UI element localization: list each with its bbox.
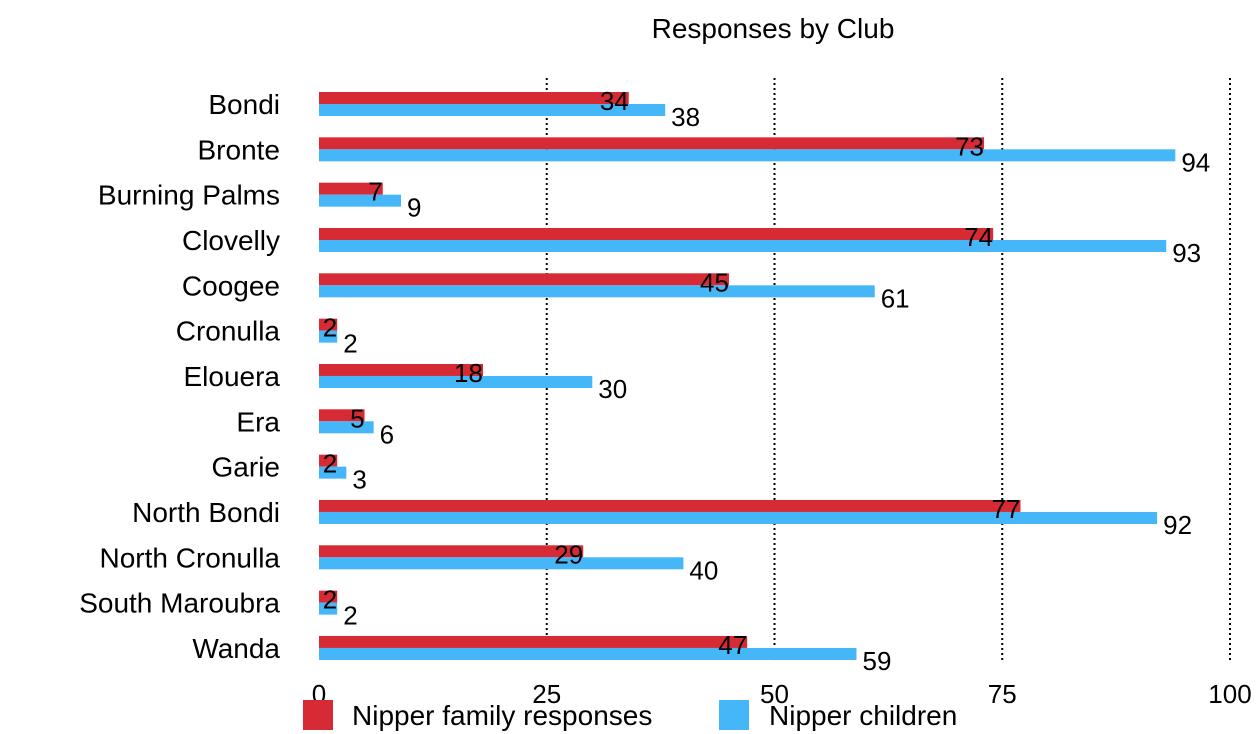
data-label-family-elouera: 18 [454,358,483,388]
data-label-children-bronte: 94 [1181,147,1210,177]
data-label-children-elouera: 30 [598,374,627,404]
x-tick-labels: 0 25 50 75 100 [312,679,1252,709]
data-label-family-clovelly: 74 [964,222,993,252]
category-label-wanda: Wanda [192,633,280,664]
data-label-family-north-bondi: 77 [992,494,1021,524]
category-label-elouera: Elouera [183,361,280,392]
bar-children-north-cronulla [319,557,684,570]
data-label-family-cronulla: 2 [323,313,337,343]
bar-family-north-cronulla [319,545,584,558]
bar-family-south-maroubra [319,590,338,603]
bar-children-bondi [319,104,666,116]
x-tick-label-25: 25 [532,679,561,709]
bar-children-bronte [319,149,1176,162]
data-label-children-era: 6 [380,419,394,449]
bar-children-wanda [319,647,857,660]
category-label-south-maroubra: South Maroubra [79,588,280,619]
data-labels: 3438739479749345612218305623779229402247… [323,86,1211,676]
data-label-children-clovelly: 93 [1172,238,1201,268]
category-label-cronulla: Cronulla [176,316,281,347]
category-label-burning-palms: Burning Palms [98,180,280,211]
bar-family-burning-palms [319,182,383,195]
category-label-garie: Garie [212,452,280,483]
bar-family-era [319,409,365,422]
bar-children-garie [319,466,347,479]
legend: Nipper family responses Nipper children [303,700,957,731]
data-label-family-wanda: 47 [718,630,747,660]
legend-label-children: Nipper children [769,700,957,731]
data-label-family-coogee: 45 [700,267,729,297]
data-label-family-bronte: 73 [955,131,984,161]
bar-family-elouera [319,363,483,376]
category-label-coogee: Coogee [182,270,280,301]
data-label-children-cronulla: 2 [343,329,357,359]
x-tick-label-75: 75 [988,679,1017,709]
data-label-children-north-cronulla: 40 [689,555,718,585]
bar-children-era [319,421,374,434]
bar-children-clovelly [319,239,1167,252]
bar-children-cronulla [319,330,338,343]
data-label-family-bondi: 34 [600,86,629,116]
gridlines [545,78,1231,662]
bar-family-north-bondi [319,499,1021,512]
category-label-clovelly: Clovelly [182,225,280,256]
bar-family-wanda [319,635,748,648]
data-label-family-burning-palms: 7 [368,177,382,207]
data-label-children-burning-palms: 9 [407,193,421,223]
data-label-children-garie: 3 [352,465,366,495]
legend-swatch-family [303,700,333,730]
chart-title: Responses by Club [652,13,895,44]
x-tick-label-50: 50 [760,679,789,709]
bar-family-cronulla [319,318,338,331]
legend-swatch-children [719,700,749,730]
bar-children-elouera [319,375,593,388]
data-label-family-south-maroubra: 2 [323,585,337,615]
data-label-children-wanda: 59 [862,646,891,676]
bar-children-north-bondi [319,511,1158,524]
category-label-era: Era [236,406,280,437]
bar-family-bondi [319,92,629,104]
data-label-children-bondi: 38 [671,102,700,132]
bar-family-garie [319,454,338,467]
bar-family-coogee [319,273,729,286]
bar-children-south-maroubra [319,602,338,615]
category-label-north-bondi: North Bondi [132,497,280,528]
category-label-bondi: Bondi [208,89,280,120]
data-label-family-era: 5 [350,403,364,433]
data-label-family-north-cronulla: 29 [554,539,583,569]
category-label-bronte: Bronte [198,134,281,165]
category-labels: Bondi Bronte Burning Palms Clovelly Coogee Cr… [79,89,280,664]
bar-children-burning-palms [319,194,401,207]
x-tick-label-100: 100 [1208,679,1251,709]
category-label-north-cronulla: North Cronulla [99,542,280,573]
bar-family-bronte [319,137,985,150]
data-label-children-north-bondi: 92 [1163,510,1192,540]
bar-family-clovelly [319,227,994,240]
bars [319,92,1176,660]
legend-label-family: Nipper family responses [352,700,652,731]
data-label-family-garie: 2 [323,449,337,479]
bar-children-coogee [319,285,875,298]
data-label-children-south-maroubra: 2 [343,601,357,631]
data-label-children-coogee: 61 [881,283,910,313]
